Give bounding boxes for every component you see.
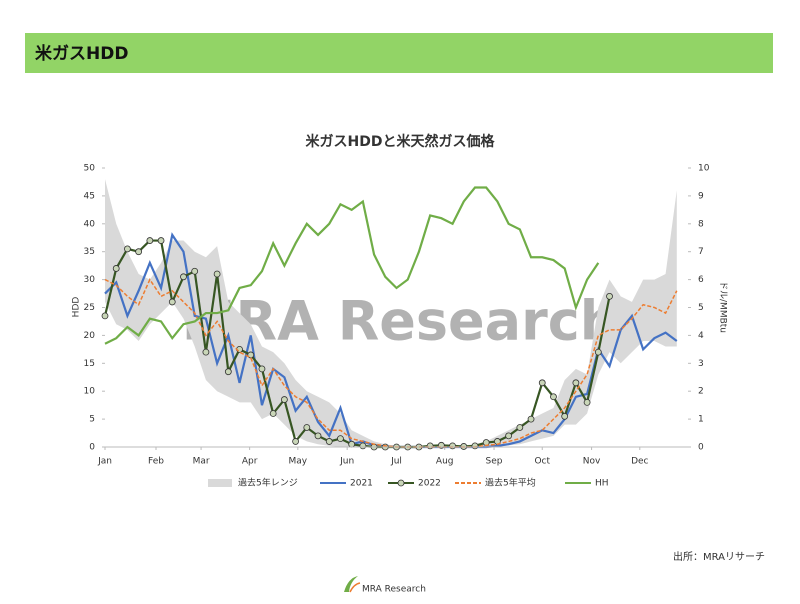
- y-tick-label: 30: [84, 275, 96, 285]
- legend-marker: [397, 479, 405, 487]
- point: [426, 442, 434, 450]
- point: [269, 410, 277, 417]
- footer-logo-icon: [344, 576, 361, 593]
- point: [112, 265, 120, 272]
- point: [292, 438, 299, 445]
- series-line: [103, 239, 611, 449]
- point: [314, 432, 322, 440]
- point: [303, 424, 311, 431]
- y-tick-label: 45: [84, 191, 95, 201]
- point: [224, 368, 232, 376]
- legend-label: HH: [595, 479, 609, 489]
- point: [527, 415, 535, 423]
- point: [101, 312, 109, 320]
- y-tick-label: 0: [89, 443, 95, 453]
- header-title: 米ガスHDD: [35, 43, 128, 64]
- x-tick-label: Jun: [339, 457, 354, 467]
- point: [191, 267, 199, 275]
- y-tick-label: 50: [84, 164, 96, 174]
- y2-tick-label: 8: [698, 219, 704, 229]
- y2-tick-label: 9: [698, 191, 704, 201]
- point: [202, 348, 210, 356]
- point: [124, 245, 131, 253]
- point: [516, 424, 524, 431]
- y-axis-label: HDD: [72, 297, 82, 318]
- point: [471, 442, 479, 450]
- point: [213, 270, 221, 278]
- point: [180, 273, 187, 281]
- y-tick-label: 5: [89, 415, 95, 425]
- y-tick-label: 10: [84, 387, 96, 397]
- point: [325, 438, 333, 445]
- y2-tick-label: 10: [698, 164, 710, 174]
- y2-axis-label: ドル/MMBtu: [718, 281, 728, 333]
- y2-tick-label: 6: [698, 275, 704, 285]
- x-tick-label: Aug: [436, 457, 454, 467]
- y2-tick-label: 1: [698, 415, 704, 425]
- legend-label: 過去5年レンジ: [238, 477, 298, 489]
- point: [157, 237, 165, 244]
- chart-title: 米ガスHDDと米天然ガス価格: [306, 133, 496, 150]
- y2-tick-label: 2: [698, 387, 704, 397]
- point: [168, 298, 176, 306]
- point: [449, 442, 456, 450]
- point: [561, 412, 569, 420]
- x-tick-label: Apr: [242, 457, 258, 467]
- x-tick-label: May: [289, 457, 308, 467]
- x-tick-label: Oct: [534, 457, 550, 467]
- legend-swatch: [208, 479, 232, 487]
- y2-tick-label: 0: [698, 443, 704, 453]
- point: [606, 292, 613, 300]
- point: [280, 396, 288, 403]
- series-line: [104, 186, 600, 345]
- legend-label: 過去5年平均: [485, 477, 536, 489]
- legend-label: 2021: [350, 479, 373, 489]
- x-tick-label: Nov: [583, 457, 601, 467]
- y-tick-label: 40: [84, 219, 96, 229]
- point: [135, 248, 143, 256]
- y-tick-label: 35: [84, 247, 95, 257]
- x-tick-label: Dec: [631, 457, 648, 467]
- footer-logo: MRA Research: [362, 585, 426, 595]
- y-tick-label: 20: [84, 331, 96, 341]
- series-line: [104, 278, 678, 448]
- x-tick-label: Feb: [148, 457, 164, 467]
- y2-tick-label: 4: [698, 331, 704, 341]
- y-tick-label: 25: [84, 303, 95, 313]
- x-tick-label: Sep: [486, 457, 503, 467]
- x-tick-label: Jan: [97, 457, 112, 467]
- y2-tick-label: 7: [698, 247, 704, 257]
- point: [572, 379, 580, 387]
- y-tick-label: 15: [84, 359, 95, 369]
- point: [348, 440, 356, 448]
- point: [505, 432, 513, 440]
- header-bar: [25, 33, 773, 73]
- x-tick-label: Mar: [193, 457, 210, 467]
- legend-label: 2022: [418, 479, 441, 489]
- point: [359, 442, 367, 450]
- source: 出所：MRAリサーチ: [673, 550, 765, 563]
- x-tick-label: Jul: [390, 457, 402, 467]
- y2-tick-label: 5: [698, 303, 704, 313]
- point: [258, 365, 266, 373]
- y2-tick-label: 3: [698, 359, 704, 369]
- point: [583, 398, 591, 406]
- point: [337, 435, 344, 443]
- point: [538, 379, 546, 387]
- point: [146, 237, 154, 244]
- range-area: [105, 179, 677, 447]
- point: [594, 348, 602, 356]
- point: [550, 393, 557, 401]
